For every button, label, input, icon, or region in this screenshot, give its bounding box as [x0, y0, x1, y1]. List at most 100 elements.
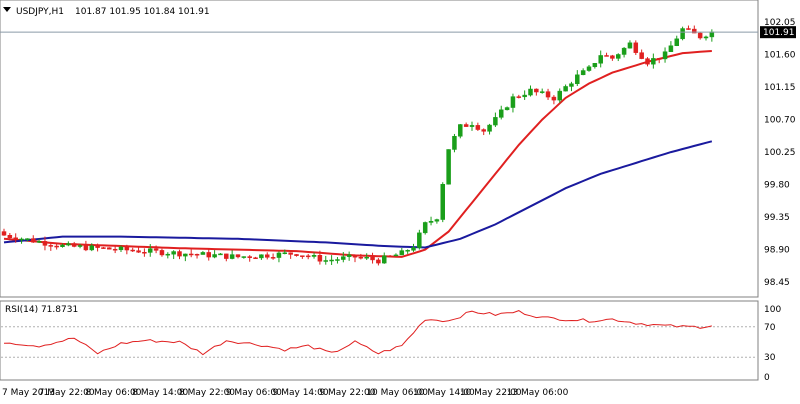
time-axis-label: 10 May 14:00 [413, 388, 475, 398]
candle [411, 243, 416, 252]
candle [592, 63, 598, 69]
candle-body [300, 255, 305, 257]
price-axis-label: 99.35 [764, 213, 790, 223]
candle [639, 49, 644, 60]
rsi-axis-label: 30 [764, 353, 776, 363]
candle-body [153, 248, 159, 251]
candle-body [148, 248, 153, 253]
candle-body [627, 42, 633, 49]
time-axis-label: 8 May 22:00 [179, 388, 235, 398]
candle [399, 248, 405, 256]
candle-body [270, 257, 276, 259]
candle-body [580, 70, 586, 76]
current-price-tag [760, 26, 796, 39]
candle-body [171, 251, 176, 255]
candle-body [411, 247, 416, 251]
candle-body [434, 219, 440, 222]
candle-body [422, 222, 428, 234]
candle-body [499, 109, 504, 118]
candle-body [686, 28, 691, 30]
price-axis: 102.05 101.60 101.15 100.70 100.25 99.80… [764, 18, 796, 288]
rsi-axis-label: 100 [764, 305, 781, 315]
candle [25, 238, 30, 242]
candle [323, 255, 328, 265]
price-axis-label: 100.25 [764, 148, 796, 158]
candle [697, 32, 703, 40]
candle [89, 243, 94, 252]
candle [294, 254, 299, 257]
rsi-line-group [3, 310, 712, 356]
candle [616, 53, 621, 62]
candle [487, 123, 492, 135]
candle [60, 243, 65, 248]
candle-body [586, 66, 592, 71]
candle [458, 123, 463, 139]
candle [627, 40, 633, 49]
fast-ma-line [3, 50, 712, 258]
candle-body [370, 256, 375, 261]
candle-body [294, 254, 299, 256]
candle [376, 258, 381, 266]
candle [370, 252, 375, 264]
time-axis: 7 May 2013 7 May 22:00 8 May 06:00 8 May… [2, 388, 569, 398]
candle [621, 47, 627, 58]
candle [422, 221, 428, 235]
price-axis-label: 102.05 [764, 18, 796, 28]
candle [522, 90, 527, 100]
rsi-axis-label: 0 [764, 373, 770, 383]
candle-body [276, 252, 282, 258]
candle-body [452, 136, 457, 150]
candle [159, 248, 165, 257]
candle [317, 250, 323, 265]
candle-body [305, 255, 311, 258]
candle-body [218, 253, 223, 256]
slow-ma-line [3, 140, 713, 249]
candle [188, 249, 194, 258]
candle [341, 252, 346, 263]
candle [171, 250, 176, 260]
candle [475, 122, 481, 131]
candle [604, 52, 609, 57]
candle [580, 68, 586, 76]
candle [651, 53, 656, 69]
time-axis-label: 9 May 06:00 [226, 388, 282, 398]
candle-body [709, 31, 715, 38]
candle [329, 255, 334, 265]
candle-body [165, 253, 171, 256]
time-axis-label: 9 May 22:00 [319, 388, 375, 398]
candle-body [130, 249, 135, 252]
candle [259, 254, 264, 260]
candle [352, 254, 358, 263]
time-axis-label: 8 May 14:00 [132, 388, 188, 398]
candle [7, 233, 13, 241]
candle [288, 252, 293, 259]
time-axis-label: 13 May 06:00 [507, 388, 569, 398]
candle-body [481, 129, 486, 132]
candle-body [428, 220, 434, 223]
candle-body [557, 90, 562, 101]
candle-body [487, 124, 492, 132]
candle [300, 255, 305, 259]
candle-body [89, 245, 94, 251]
candle-body [83, 245, 89, 251]
candle-body [463, 124, 469, 127]
candle [557, 88, 562, 103]
candle [112, 245, 118, 254]
candle-body [382, 255, 387, 264]
candle [177, 249, 182, 260]
triangle-down-icon[interactable] [3, 7, 11, 12]
candle-body [42, 241, 48, 246]
candle [1, 228, 7, 236]
time-axis-label: 9 May 14:00 [273, 388, 329, 398]
candle [428, 216, 434, 226]
candle [200, 251, 206, 255]
candle [393, 253, 399, 257]
ohlc-values: 101.87 101.95 101.84 101.91 [75, 7, 210, 17]
candle [575, 70, 580, 87]
candle-body [662, 51, 668, 60]
candle-body [516, 96, 522, 98]
candle [668, 41, 674, 52]
time-axis-label: 10 May 22:00 [460, 388, 522, 398]
candle [463, 122, 469, 127]
candle [124, 244, 130, 255]
